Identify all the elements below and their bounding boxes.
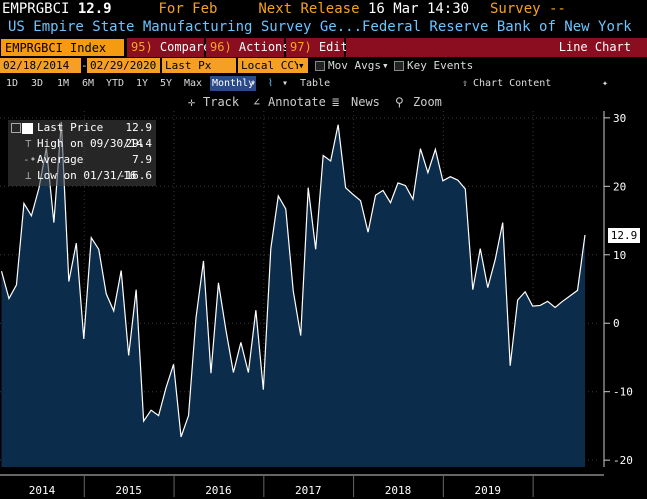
legend-average-label: Average [37,153,84,166]
survey-label: Survey -- [489,1,566,17]
series-color-swatch [22,123,33,134]
chart-content-button[interactable]: Chart Content [473,78,552,89]
mov-avgs-checkbox[interactable] [315,61,325,71]
news-button[interactable]: News [351,95,380,109]
period-1y[interactable]: 1Y [136,78,149,89]
edit-label: Edit [318,40,348,54]
key-events-checkbox[interactable] [394,61,404,71]
y-axis-ticks: -20 -10 0 10 20 30 [604,112,633,467]
edit-key: 97) [290,40,312,54]
legend-low-value: -16.6 [118,169,152,182]
zoom-icon[interactable]: ⚲ [395,95,404,109]
mov-avgs-dropdown-icon[interactable]: ▾ [382,59,389,72]
actions-label: Actions [238,40,290,54]
currency-dropdown-icon[interactable]: ▾ [298,58,308,73]
compare-key: 95) [131,40,153,54]
actions-key: 96) [210,40,232,54]
legend-last-label: Last Price [37,121,104,134]
frequency-select[interactable]: Monthly [210,76,257,91]
zoom-button[interactable]: Zoom [413,95,442,109]
x-tick-label: 2016 [205,484,232,497]
next-release-value: 16 Mar 14:30 [367,1,470,17]
chart-tools: ✛ Track ∠ Annotate ≣ News ⚲ Zoom [0,94,647,111]
legend-low-label: Low on 01/31/16 [37,169,137,182]
price-field-select[interactable]: Last Px [162,58,236,73]
frequency-dropdown-icon[interactable]: ▾ [250,78,257,89]
x-tick-label: 2017 [295,484,322,497]
settings-icon[interactable]: ✦ [602,78,609,89]
average-marker-icon: -•- [23,153,43,166]
legend-toggle-icon[interactable] [11,123,21,133]
compare-label: Compare [159,40,211,54]
track-button[interactable]: Track [203,95,240,109]
period-1d[interactable]: 1D [6,78,19,89]
ticker-value: 12.9 [77,1,112,17]
security-header: EMPRGBCI 12.9 For Feb Next Release 16 Ma… [0,0,647,18]
x-tick-label: 2015 [115,484,142,497]
period-1m[interactable]: 1M [57,78,70,89]
x-tick-label: 2018 [385,484,412,497]
price-chart[interactable]: -20 -10 0 10 20 30 2014 2015 2016 2017 2018 2019 [0,111,647,499]
legend-high-label: High on 09/30/14 [37,137,143,150]
x-tick-label: 2019 [475,484,502,497]
annotate-icon[interactable]: ∠ [253,95,261,109]
period-3d[interactable]: 3D [31,78,44,89]
annotate-button[interactable]: Annotate [268,95,326,109]
mov-avgs-label: Mov Avgs [328,59,381,72]
for-period-label: For Feb [158,1,218,17]
next-release-label: Next Release [258,1,360,17]
table-button[interactable]: Table [300,78,331,89]
low-marker-icon: ⊥ [25,169,32,182]
date-separator: - [81,59,88,72]
actions-button[interactable]: 96) Actions ▾ [206,38,304,57]
legend-high-value: 29.4 [125,137,153,150]
last-value-tag: 12.9 [608,228,640,243]
y-tick-label: 20 [613,180,626,193]
track-icon[interactable]: ✛ [188,95,196,109]
ticker-symbol: EMPRGBCI [2,1,70,17]
period-toolbar: 1D 3D 1M 6M YTD 1Y 5Y Max Monthly ▾ ⌇ ▾ … [0,76,647,91]
compare-button[interactable]: 95) Compare [127,38,211,57]
x-tick-label: 2014 [29,484,56,497]
command-toolbar: EMPRGBCI Index 95) Compare 96) Actions ▾… [0,38,647,57]
line-style-dropdown-icon[interactable]: ▾ [282,78,289,89]
y-tick-label: 30 [613,112,626,125]
y-tick-label: -10 [613,386,633,399]
edit-button[interactable]: 97) Edit ▾ [286,38,362,57]
currency-select[interactable]: Local CCY [238,58,301,73]
x-axis-ticks: 2014 2015 2016 2017 2018 2019 [29,475,534,497]
y-tick-label: 10 [613,249,626,262]
y-tick-label: -20 [613,454,633,467]
period-6m[interactable]: 6M [82,78,95,89]
key-events-label: Key Events [407,59,474,72]
period-5y[interactable]: 5Y [160,78,173,89]
start-date-field[interactable]: 02/18/2014 [0,58,81,73]
period-ytd[interactable]: YTD [106,78,125,89]
chart-content-icon[interactable]: ⇧ [462,78,469,89]
security-description: US Empire State Manufacturing Survey Ge.… [8,19,632,35]
end-date-field[interactable]: 02/29/2020 [87,58,160,73]
security-input[interactable]: EMPRGBCI Index [0,38,125,57]
series-line [0,121,586,438]
chart-legend[interactable]: Last Price 12.9 ⊤ High on 09/30/14 29.4 … [8,120,156,186]
legend-last-value: 12.9 [125,121,153,134]
legend-average-value: 7.9 [132,153,152,166]
news-icon[interactable]: ≣ [332,95,340,109]
high-marker-icon: ⊤ [25,137,32,150]
chart-type-label[interactable]: Line Chart [346,38,647,57]
period-max[interactable]: Max [184,78,203,89]
line-chart-icon[interactable]: ⌇ [268,78,273,89]
settings-toolbar: 02/18/2014 - 02/29/2020 Last Px Local CC… [0,58,647,74]
y-tick-label: 0 [613,317,620,330]
